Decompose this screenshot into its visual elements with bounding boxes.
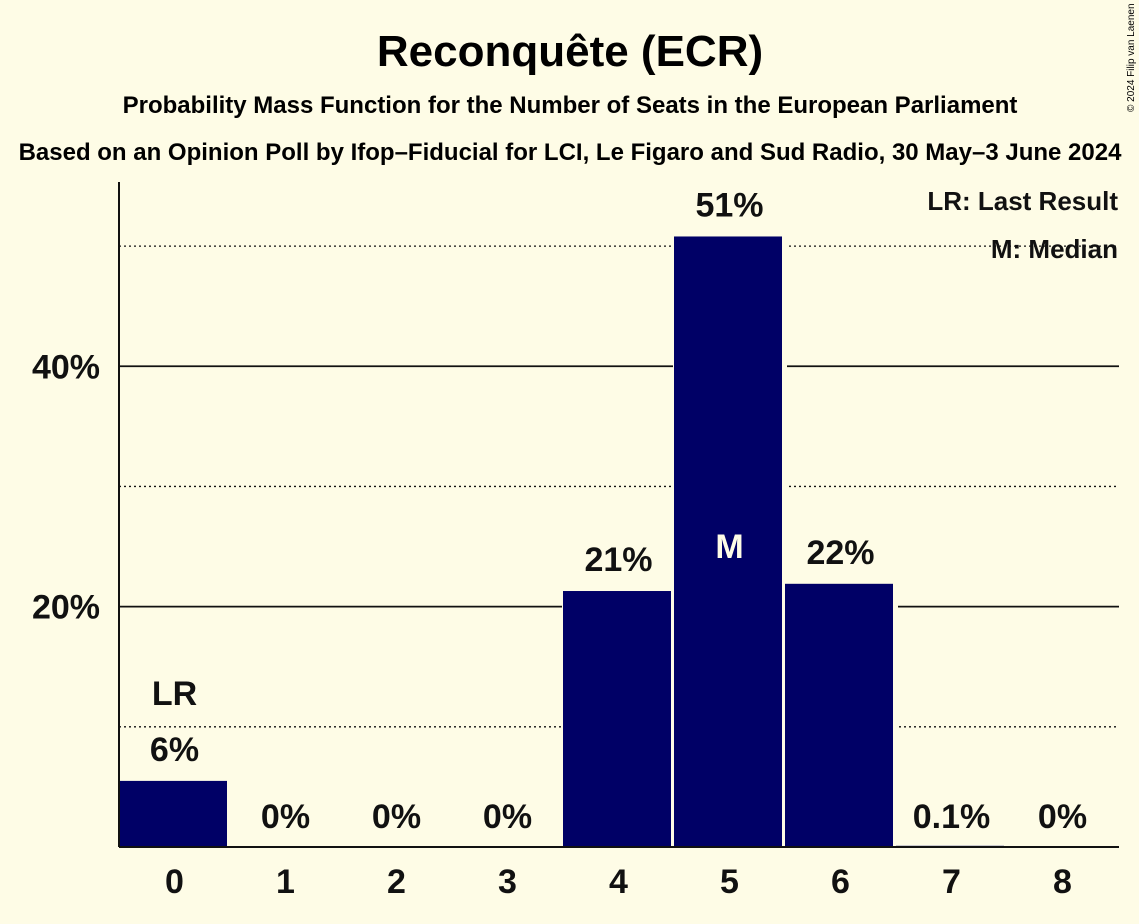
data-label: 6% — [150, 731, 199, 769]
bar — [563, 591, 671, 847]
chart-source-line: Based on an Opinion Poll by Ifop–Fiducia… — [19, 139, 1123, 166]
legend-entry: LR: Last Result — [927, 186, 1118, 216]
x-tick-label: 5 — [720, 863, 739, 901]
x-tick-label: 6 — [831, 863, 850, 901]
x-tick-label: 3 — [498, 863, 517, 901]
data-label: 51% — [695, 186, 763, 224]
bar — [119, 780, 227, 847]
x-tick-label: 1 — [276, 863, 295, 901]
legend-entry: M: Median — [991, 234, 1118, 264]
data-labels: 6% LR 0% 0% 0% 21% 51% M 22% 0.1% 0% — [150, 186, 1087, 836]
data-label: 0% — [261, 798, 310, 836]
data-label: 22% — [806, 534, 874, 572]
x-tick-label: 8 — [1053, 863, 1072, 901]
data-label: 0% — [372, 798, 421, 836]
data-label: 21% — [584, 541, 652, 579]
copyright-text: © 2024 Filip van Laenen — [1126, 3, 1137, 112]
data-label: 0% — [483, 798, 532, 836]
chart-subtitle: Probability Mass Function for the Number… — [123, 92, 1018, 119]
y-tick-label: 40% — [32, 348, 100, 386]
y-tick-label: 20% — [32, 589, 100, 627]
median-marker: M — [715, 528, 743, 566]
bar — [785, 583, 893, 847]
data-label: 0.1% — [913, 798, 991, 836]
x-tick-label: 2 — [387, 863, 406, 901]
last-result-marker: LR — [152, 675, 197, 713]
axes: 20% 40% 0 1 2 3 4 5 6 7 8 — [32, 182, 1119, 901]
x-tick-label: 7 — [942, 863, 961, 901]
x-tick-label: 0 — [165, 863, 184, 901]
chart-title: Reconquête (ECR) — [377, 27, 763, 76]
bar — [674, 236, 782, 847]
data-label: 0% — [1038, 798, 1087, 836]
legend: LR: Last Result M: Median — [927, 186, 1118, 264]
bar-gap — [895, 843, 1009, 847]
x-tick-label: 4 — [609, 863, 628, 901]
bars — [118, 234, 1009, 847]
